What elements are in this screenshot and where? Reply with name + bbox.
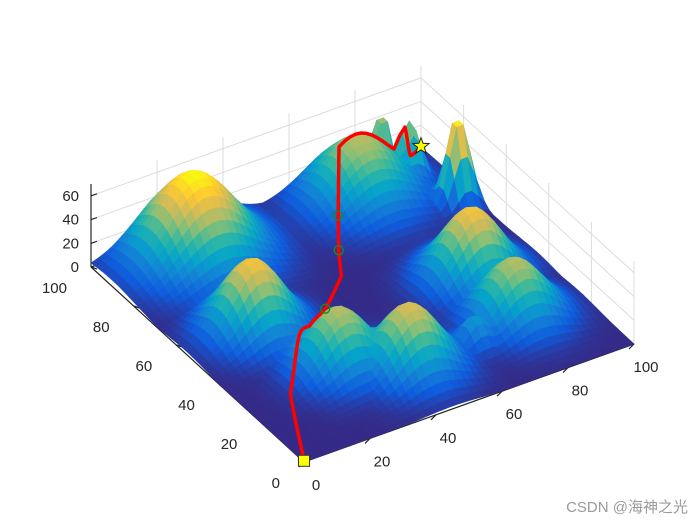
- surface-mesh: [90, 117, 635, 463]
- waypoint-marker: [333, 210, 344, 221]
- x-tick-label: 80: [572, 383, 589, 400]
- z-tick-label: 60: [62, 188, 79, 205]
- x-tick-mark: [628, 343, 635, 350]
- waypoint-marker: [333, 245, 344, 256]
- x-tick-label: 60: [506, 406, 523, 423]
- waypoint-marker: [320, 303, 331, 314]
- z-tick-label: 20: [62, 235, 79, 252]
- y-tick-label: 60: [136, 358, 153, 375]
- x-tick-label: 100: [633, 359, 658, 376]
- z-tick-label: 40: [62, 212, 79, 229]
- grid-line: [90, 101, 422, 221]
- y-tick-label: 80: [93, 319, 110, 336]
- z-tick-mark: [90, 193, 98, 197]
- z-tick-label: 0: [71, 259, 79, 276]
- grid-line: [90, 77, 422, 197]
- y-tick-label: 100: [42, 280, 67, 297]
- end-marker: [411, 136, 431, 155]
- path-line: [288, 125, 423, 462]
- z-tick-mark: [90, 240, 98, 244]
- x-tick-mark: [430, 414, 437, 421]
- x-tick-label: 40: [440, 430, 457, 447]
- x-tick-label: 0: [312, 477, 320, 494]
- x-tick-label: 20: [374, 453, 391, 470]
- start-marker: [298, 454, 310, 467]
- x-tick-mark: [496, 390, 503, 397]
- y-tick-label: 40: [178, 397, 195, 414]
- z-tick-mark: [90, 217, 98, 221]
- y-tick-mark: [133, 305, 140, 309]
- grid-line: [420, 77, 635, 274]
- y-tick-label: 20: [221, 436, 238, 453]
- watermark: CSDN @海神之光: [566, 499, 688, 516]
- path-layer: [288, 125, 431, 467]
- x-tick-mark: [364, 437, 371, 444]
- y-tick-mark: [90, 266, 98, 270]
- y-tick-label: 0: [272, 475, 280, 492]
- x-tick-mark: [562, 367, 569, 374]
